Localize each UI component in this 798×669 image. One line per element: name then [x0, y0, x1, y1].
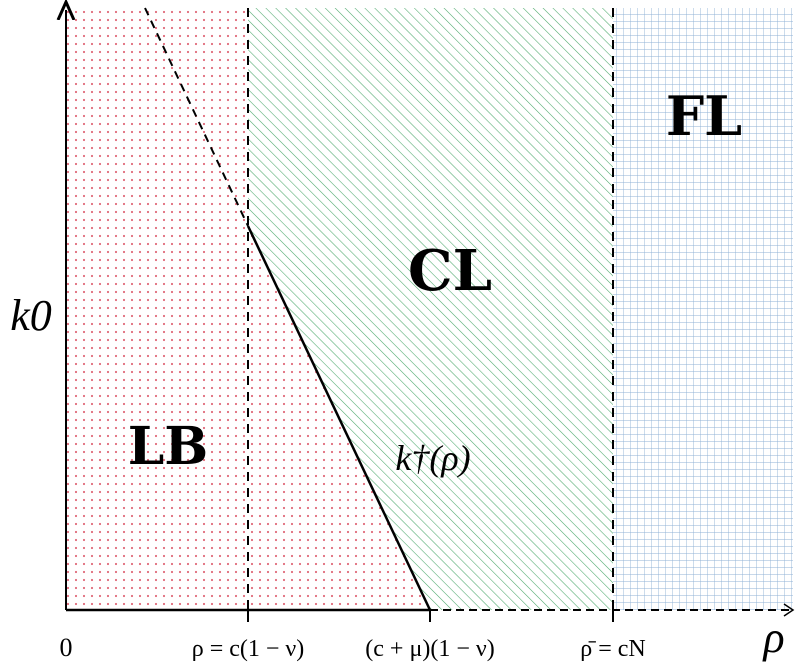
rho-bar-label: ρ̄ = cN — [580, 636, 646, 662]
c-mu-label: (c + μ)(1 − ν) — [365, 636, 494, 662]
fl-region — [613, 8, 793, 610]
k-dagger-curve — [246, 225, 432, 611]
rho-under-label: ρ = c(1 − ν) — [192, 636, 305, 662]
cl-label: CL — [408, 238, 492, 304]
k-dagger-extension — [144, 7, 249, 227]
x-axis-label: ρ — [761, 613, 784, 662]
lb-label: LB — [128, 416, 209, 477]
x-axis-arrowhead — [783, 603, 795, 617]
lb-region — [66, 8, 430, 610]
origin-label: 0 — [60, 633, 73, 662]
fl-label: FL — [666, 84, 742, 148]
y-axis-label: k0 — [10, 291, 52, 340]
cl-region — [248, 8, 613, 610]
k-dagger-label: k†(ρ) — [395, 438, 470, 478]
